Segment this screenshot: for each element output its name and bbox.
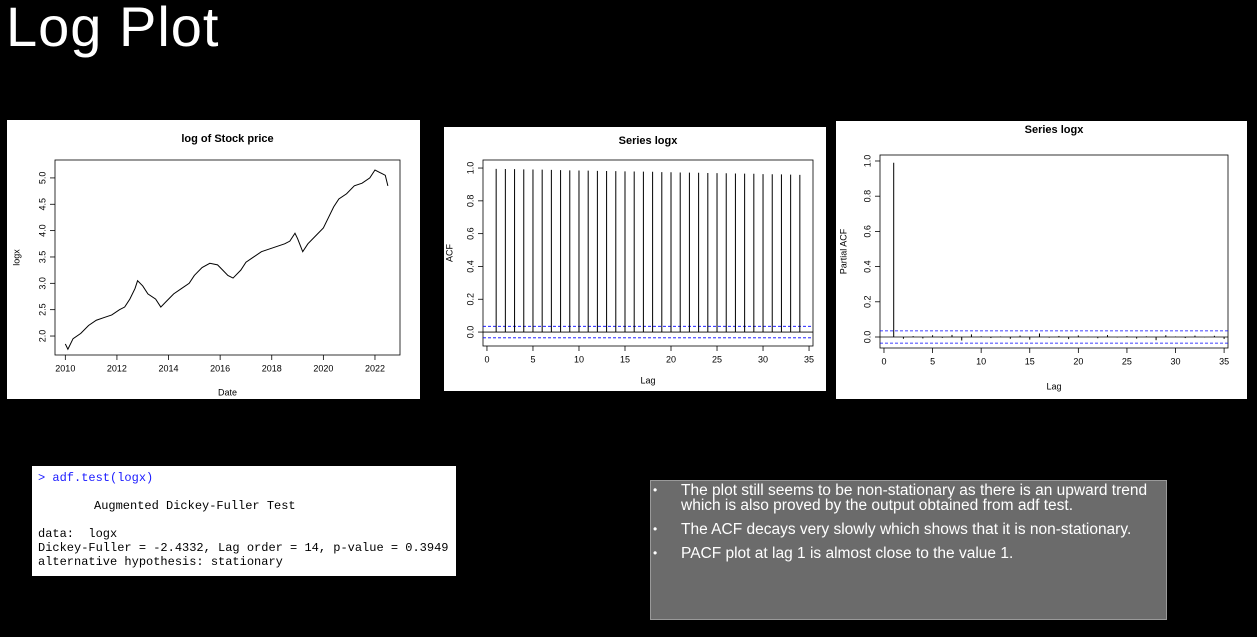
x-tick-label: 10 (976, 356, 986, 366)
x-tick-label: 2014 (159, 363, 179, 373)
x-tick-label: 35 (804, 354, 814, 364)
x-axis-label: Lag (1046, 381, 1061, 391)
y-tick-label: 0.2 (862, 296, 872, 309)
y-tick-label: 0.4 (862, 260, 872, 273)
slide-title: Log Plot (6, 0, 220, 58)
console-command: > adf.test(logx) (38, 471, 154, 485)
y-tick-label: 0.2 (465, 293, 475, 306)
bullet-list: The plot still seems to be non-stationar… (651, 481, 1166, 562)
y-axis-label: ACF (444, 243, 454, 262)
x-tick-label: 35 (1219, 356, 1229, 366)
y-axis-label: logx (11, 249, 21, 266)
y-tick-label: 0.8 (465, 195, 475, 208)
chart: log of Stock price Date logx 2010 2012 2014 20… (7, 120, 420, 399)
y-tick-label: 0.4 (465, 260, 475, 273)
y-tick-label: 0.0 (862, 331, 872, 344)
x-axis-label: Date (218, 387, 237, 397)
x-tick-label: 2012 (107, 363, 127, 373)
x-tick-label: 20 (1073, 356, 1083, 366)
x-tick-label: 10 (574, 354, 584, 364)
console-output: > adf.test(logx) Augmented Dickey-Fuller… (32, 466, 456, 576)
plot-frame (54, 159, 401, 356)
x-tick-label: 2018 (262, 363, 282, 373)
bullet: PACF plot at lag 1 is almost close to th… (653, 546, 1162, 562)
x-tick-label: 15 (1025, 356, 1035, 366)
y-tick-label: 3.5 (37, 251, 47, 264)
y-tick-label: 1.0 (862, 155, 872, 168)
notes-box: The plot still seems to be non-stationar… (650, 480, 1167, 620)
plot-frame (482, 159, 814, 347)
y-tick-label: 2.0 (37, 330, 47, 343)
x-tick-label: 5 (930, 356, 935, 366)
x-axis-label: Lag (640, 375, 655, 385)
x-tick-label: 25 (1122, 356, 1132, 366)
x-tick-label: 25 (712, 354, 722, 364)
chart: Series logx Lag ACF 0 5 10 15 20 25 30 35 0.0 0.2 0.4… (444, 127, 826, 391)
y-axis-label: Partial ACF (838, 228, 848, 274)
x-tick-label: 2022 (365, 363, 385, 373)
y-tick-label: 4.5 (37, 198, 47, 211)
y-tick-label: 3.0 (37, 277, 47, 290)
x-tick-label: 2010 (55, 363, 75, 373)
chart-title: Series logx (1025, 124, 1085, 136)
x-tick-label: 2016 (210, 363, 230, 373)
chart-title: log of Stock price (181, 133, 273, 145)
x-tick-label: 0 (881, 356, 886, 366)
x-tick-label: 20 (666, 354, 676, 364)
bullet: The plot still seems to be non-stationar… (653, 483, 1162, 514)
y-tick-label: 0.6 (862, 225, 872, 238)
x-tick-label: 0 (484, 354, 489, 364)
console-line: data: logx (38, 527, 118, 541)
x-tick-label: 30 (1171, 356, 1181, 366)
console-heading: Augmented Dickey-Fuller Test (94, 499, 296, 513)
x-tick-label: 2020 (313, 363, 333, 373)
y-tick-label: 0.8 (862, 190, 872, 203)
y-tick-label: 0.0 (465, 326, 475, 339)
y-tick-label: 1.0 (465, 162, 475, 175)
chart-title: Series logx (619, 135, 679, 147)
y-tick-label: 5.0 (37, 172, 47, 185)
x-tick-label: 15 (620, 354, 630, 364)
plot-frame (879, 154, 1229, 349)
console-line: alternative hypothesis: stationary (38, 555, 283, 569)
x-tick-label: 30 (758, 354, 768, 364)
y-tick-label: 4.0 (37, 224, 47, 237)
x-tick-label: 5 (530, 354, 535, 364)
chart: Series logx Lag Partial ACF 0 5 10 15 20 25 30 35 0… (836, 121, 1247, 399)
console-line: Dickey-Fuller = -2.4332, Lag order = 14,… (38, 541, 449, 555)
data-line (64, 169, 389, 351)
y-tick-label: 2.5 (37, 303, 47, 316)
y-tick-label: 0.6 (465, 227, 475, 240)
bullet: The ACF decays very slowly which shows t… (653, 522, 1162, 538)
